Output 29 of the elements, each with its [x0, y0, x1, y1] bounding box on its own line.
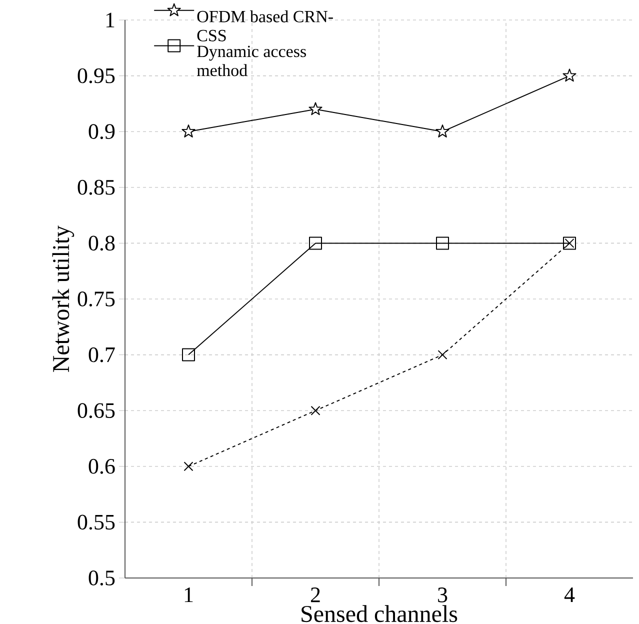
y-tick-label: 0.55	[78, 514, 115, 530]
point	[309, 236, 322, 250]
x-tick-label: 3	[438, 588, 448, 602]
point	[182, 348, 195, 362]
y-tick-label: 0.5	[88, 570, 115, 586]
x-tick-label: 4	[564, 588, 575, 602]
point	[438, 350, 448, 360]
x-axis-title: Sensed channels	[302, 605, 458, 622]
point	[436, 124, 450, 138]
y-tick-label: 1	[106, 12, 114, 28]
y-tick-label: 0.85	[78, 180, 115, 195]
y-tick-label: 0.9	[88, 124, 115, 140]
point	[184, 462, 194, 472]
point	[436, 236, 450, 250]
legend-label: OFDM based CRN-CSS	[197, 10, 333, 42]
y-tick-label: 0.65	[78, 403, 115, 418]
x-tick-label: 2	[310, 588, 320, 602]
point	[308, 102, 322, 116]
legend-label: Dynamic access method	[196, 46, 306, 76]
y-tick-label: 0.6	[88, 458, 115, 474]
y-tick-label: 0.95	[78, 68, 115, 84]
x-tick-label: 1	[184, 588, 193, 602]
y-tick-label: 0.7	[88, 347, 115, 362]
y-axis-title: Network utility	[52, 225, 74, 372]
point	[310, 406, 320, 416]
point	[562, 68, 576, 82]
y-tick-label: 0.75	[78, 292, 115, 306]
point	[182, 124, 196, 138]
y-tick-label: 0.8	[88, 236, 115, 251]
